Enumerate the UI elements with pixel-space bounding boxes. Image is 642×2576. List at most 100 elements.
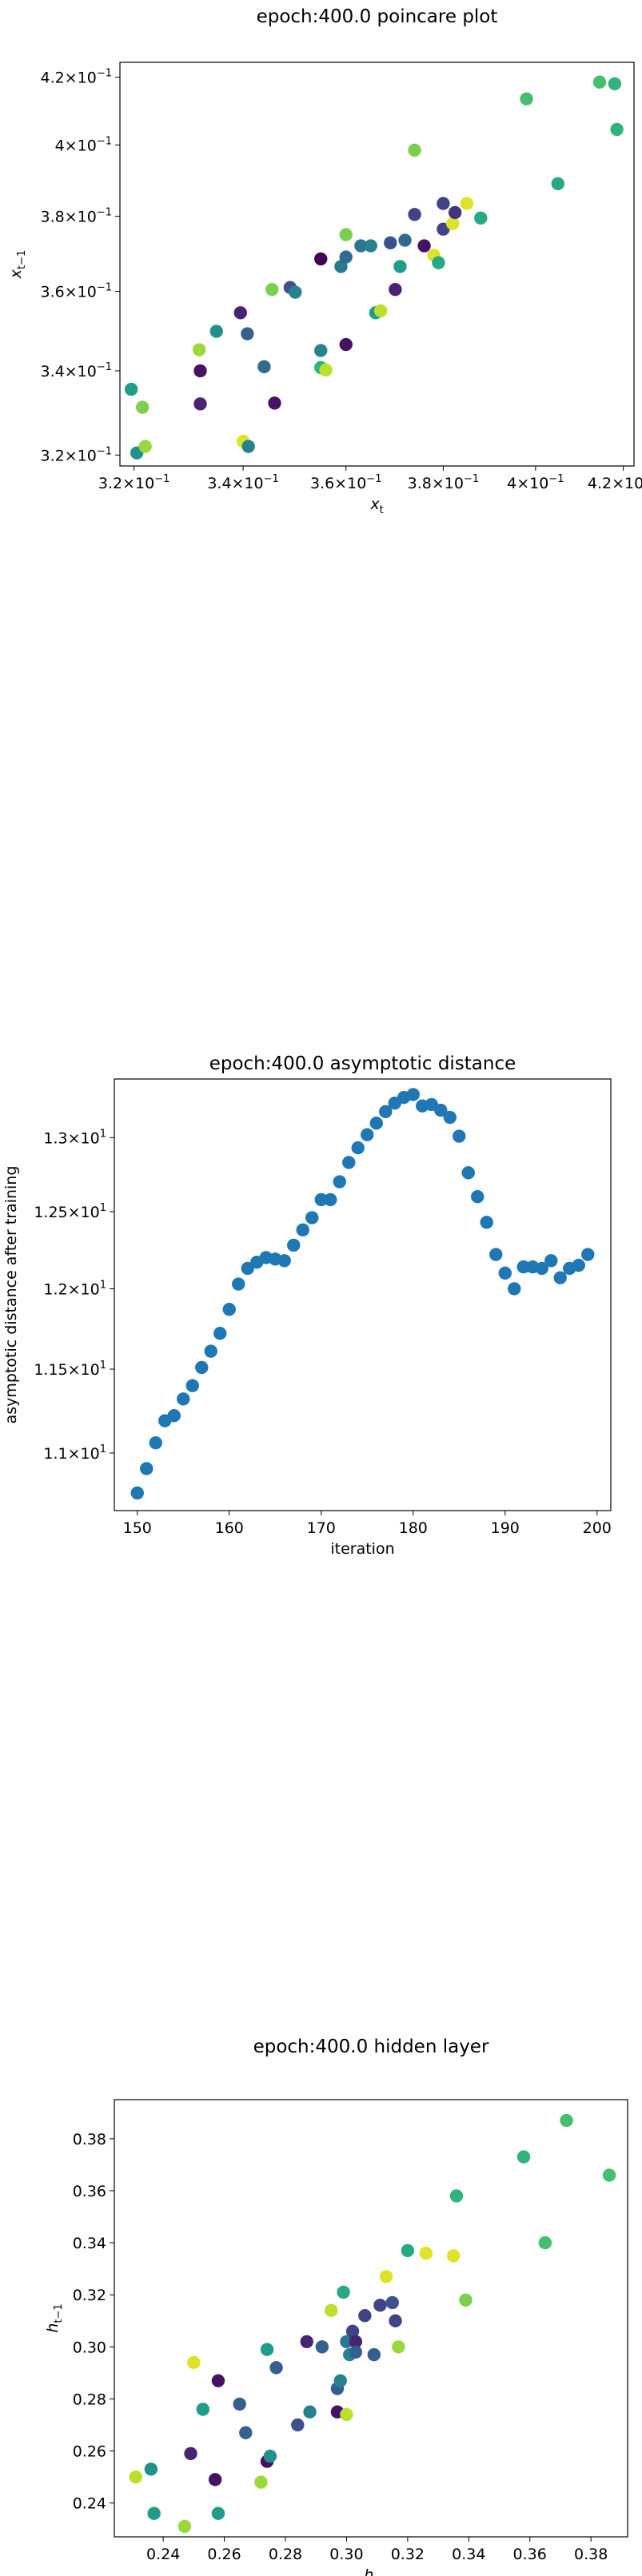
data-point — [337, 2285, 350, 2299]
data-point — [408, 208, 421, 221]
data-point — [196, 2403, 210, 2416]
data-point — [535, 1261, 548, 1276]
data-point — [177, 1392, 190, 1406]
x-tick-label: 150 — [123, 1519, 152, 1537]
x-tick-label: 0.28 — [269, 2546, 302, 2563]
data-point — [213, 1327, 227, 1340]
data-point — [480, 1216, 493, 1229]
data-point — [140, 1462, 154, 1475]
data-point — [305, 1211, 319, 1224]
data-point — [241, 327, 254, 340]
data-point — [369, 1117, 383, 1130]
data-point — [393, 260, 407, 273]
data-point — [349, 2345, 363, 2359]
data-point — [379, 2270, 393, 2283]
x-tick-label: 3.2×10−1 — [98, 473, 170, 492]
data-point — [319, 363, 333, 377]
data-point — [187, 2355, 201, 2370]
data-point — [149, 1435, 162, 1450]
x-tick-label: 0.30 — [329, 2546, 363, 2563]
data-point — [314, 1192, 328, 1207]
data-point — [135, 400, 150, 414]
x-tick-label: 0.38 — [574, 2546, 608, 2563]
chart-title: epoch:400.0 hidden layer — [253, 2037, 489, 2057]
data-point — [419, 2246, 433, 2260]
data-point — [204, 1344, 217, 1358]
data-point — [432, 256, 445, 269]
x-tick-label: 0.36 — [513, 2546, 547, 2563]
data-point — [324, 1192, 337, 1207]
x-tick-label: 200 — [583, 1519, 612, 1537]
data-point — [296, 1223, 309, 1237]
data-point — [385, 2295, 399, 2310]
x-tick-label: 0.24 — [146, 2546, 180, 2563]
data-point — [434, 1103, 448, 1117]
data-point — [239, 2426, 253, 2439]
data-point — [538, 2236, 552, 2250]
data-point — [147, 2506, 161, 2520]
data-point — [185, 1379, 199, 1392]
data-point — [401, 2244, 415, 2258]
data-point — [342, 1156, 356, 1169]
y-tick-label: 4.2×10−1 — [41, 68, 113, 87]
y-tick-label: 0.24 — [73, 2495, 106, 2513]
x-axis-label: iteration — [330, 1540, 394, 1558]
y-tick-label: 1.1×101 — [43, 1443, 106, 1463]
data-point — [291, 2418, 305, 2432]
data-point — [602, 2168, 616, 2182]
data-point — [265, 282, 279, 297]
data-point — [144, 2463, 158, 2476]
data-point — [314, 344, 328, 357]
data-point — [553, 1271, 567, 1284]
data-point — [560, 2113, 573, 2128]
y-tick-label: 0.36 — [73, 2183, 106, 2200]
data-point — [592, 75, 607, 89]
data-point — [233, 2397, 246, 2411]
data-point — [211, 2506, 225, 2520]
data-point — [508, 1282, 521, 1296]
y-tick-label: 0.26 — [73, 2443, 106, 2461]
y-tick-label: 4×10−1 — [55, 135, 112, 154]
data-point — [233, 306, 247, 320]
data-point — [222, 1303, 236, 1316]
plot-frame — [119, 62, 635, 467]
y-axis-label: xt−1 — [7, 250, 28, 280]
y-tick-label: 1.25×101 — [34, 1202, 106, 1221]
y-tick-label: 0.30 — [73, 2339, 106, 2356]
data-point — [392, 2340, 405, 2354]
x-axis-label: xt — [369, 496, 383, 516]
data-point — [232, 1277, 245, 1291]
data-point — [333, 2374, 347, 2387]
data-point — [193, 364, 207, 378]
data-point — [389, 2314, 402, 2327]
y-tick-label: 3.4×10−1 — [41, 361, 113, 380]
chart-2: epoch:400.0 asymptotic distance 150 160 170… — [2, 1053, 612, 1558]
data-point — [364, 239, 377, 253]
data-point — [471, 1189, 484, 1204]
data-point — [345, 2324, 360, 2338]
data-point — [373, 2299, 387, 2312]
x-tick-label: 160 — [215, 1519, 244, 1537]
data-point — [340, 2407, 353, 2422]
data-point — [260, 2343, 274, 2356]
data-point — [437, 222, 450, 236]
data-point — [417, 239, 431, 253]
chart-3: epoch:400.0 hidden layer 0.24 0.26 0.28 0.30… — [44, 2037, 628, 2576]
data-point — [277, 1254, 291, 1268]
plot-frame — [114, 1078, 612, 1511]
data-point — [398, 233, 412, 247]
data-point — [520, 92, 533, 106]
x-axis-label: ht — [364, 2566, 377, 2576]
data-point — [449, 2189, 464, 2203]
data-point — [340, 2335, 353, 2349]
data-point — [129, 2470, 142, 2484]
data-point — [358, 2309, 372, 2323]
chart-title: epoch:400.0 asymptotic distance — [209, 1053, 516, 1074]
data-point — [314, 252, 328, 266]
y-tick-label: 0.32 — [73, 2287, 106, 2304]
data-point — [339, 337, 353, 352]
x-tick-label: 4×10−1 — [507, 473, 564, 492]
data-point — [349, 2335, 363, 2349]
data-point — [437, 197, 450, 210]
data-point — [333, 1175, 346, 1188]
